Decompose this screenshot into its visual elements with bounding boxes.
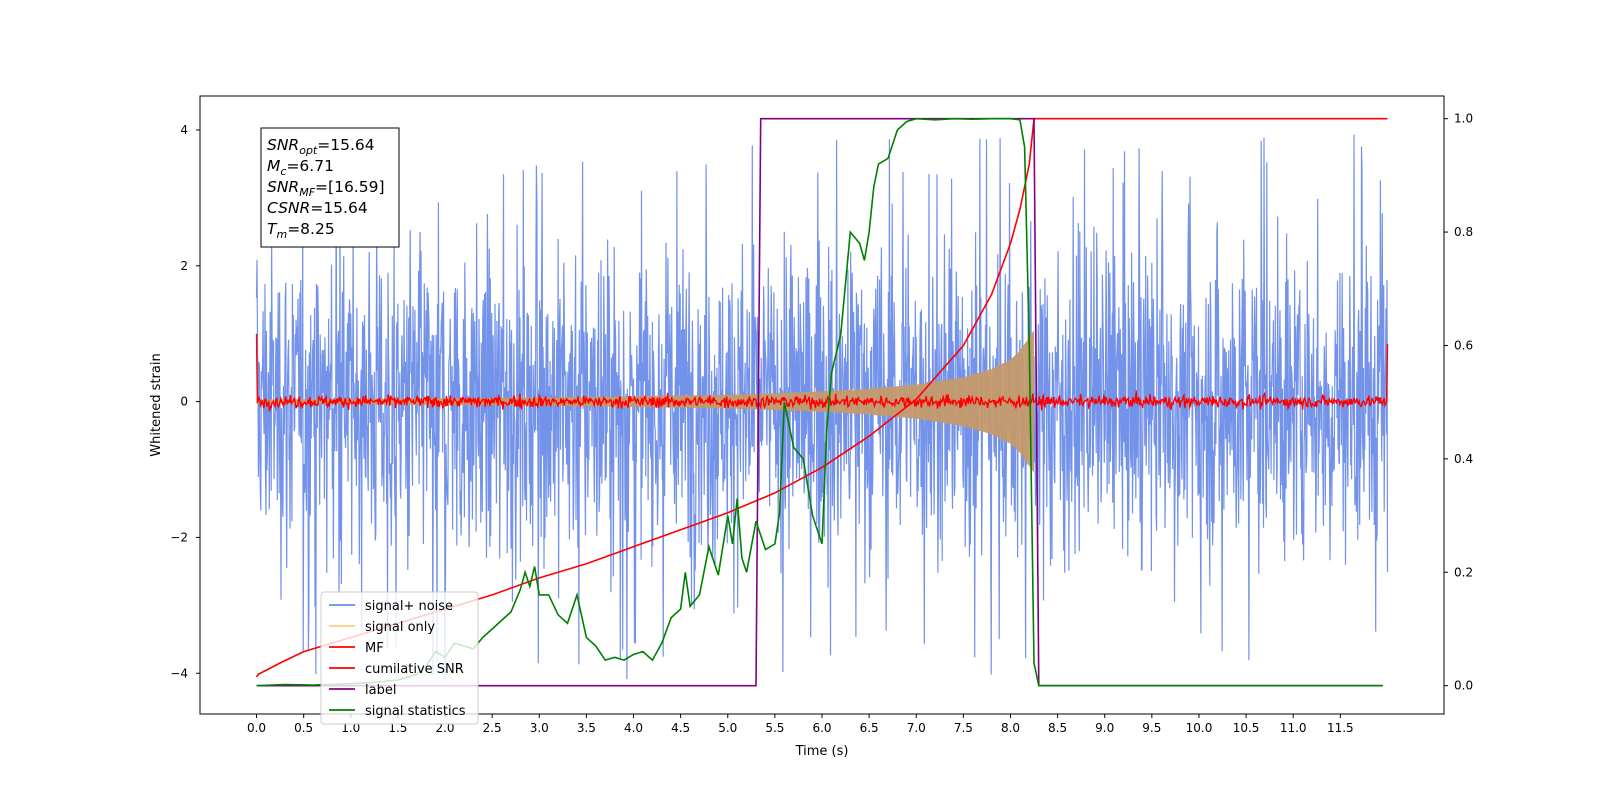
x-tick-label: 3.0 [530,721,549,735]
x-tick-label: 11.5 [1327,721,1354,735]
y-axis-label-left: Whitened strain [149,353,164,456]
x-axis-label: Time (s) [795,744,849,759]
x-tick-label: 8.0 [1001,721,1020,735]
x-tick-label: 8.5 [1048,721,1067,735]
y-tick-label-left: 4 [180,123,188,137]
info-box-line: SNRopt=15.64 [267,136,375,157]
y-tick-label-left: 2 [180,259,188,273]
y-axis-right: 0.0 0.2 0.4 0.6 0.8 1.0 [1444,112,1473,693]
legend-frame [320,591,479,725]
info-box-frame [260,127,400,248]
y-tick-label-right: 0.2 [1454,565,1473,579]
x-tick-label: 9.5 [1142,721,1161,735]
legend-label: label [365,683,396,698]
y-tick-label-left: −2 [170,530,188,544]
x-tick-label: 5.5 [765,721,784,735]
y-tick-label-left: −4 [170,666,188,680]
x-tick-label: 7.0 [907,721,926,735]
legend-label: signal+ noise [365,599,453,614]
x-tick-label: 0.0 [247,721,266,735]
x-tick-label: 9.0 [1095,721,1114,735]
y-tick-label-left: 0 [180,395,188,409]
y-tick-label-right: 0.4 [1454,452,1473,466]
y-tick-label-right: 0.0 [1454,679,1473,693]
x-tick-label: 2.5 [483,721,502,735]
info-box-line: CSNR=15.64 [267,199,368,217]
x-tick-label: 0.5 [294,721,313,735]
x-tick-label: 10.0 [1186,721,1213,735]
x-tick-label: 4.0 [624,721,643,735]
legend-label: MF [365,641,384,656]
info-box: SNRopt=15.64Mc=6.71SNRMF=[16.59]CSNR=15.… [260,127,400,248]
legend: signal+ noise signal only MF cumilative SNR… [320,591,479,725]
x-tick-label: 5.0 [718,721,737,735]
x-tick-label: 7.5 [954,721,973,735]
series-mf [255,333,1389,412]
legend-label: cumilative SNR [365,662,464,677]
x-tick-label: 11.0 [1280,721,1307,735]
y-tick-label-right: 0.6 [1454,338,1473,352]
legend-label: signal statistics [365,704,466,719]
x-tick-label: 10.5 [1233,721,1260,735]
x-tick-label: 6.5 [860,721,879,735]
x-tick-label: 6.0 [812,721,831,735]
legend-label: signal only [365,620,435,635]
x-tick-label: 3.5 [577,721,596,735]
y-axis-left: −4 −2 0 2 4 [170,123,200,680]
series-signal-statistics [256,117,1383,687]
y-tick-label-right: 0.8 [1454,225,1473,239]
x-axis: 0.0 0.5 1.0 1.5 2.0 2.5 3.0 3.5 4.0 4.5 5.0 5.5 6.0 6… [247,714,1354,735]
info-box-line: Mc=6.71 [267,157,334,178]
info-box-line: Tm=8.25 [267,220,335,241]
x-tick-label: 4.5 [671,721,690,735]
info-box-line: SNRMF=[16.59] [267,178,385,199]
y-tick-label-right: 1.0 [1454,112,1473,126]
series-signal-only [256,330,1034,473]
